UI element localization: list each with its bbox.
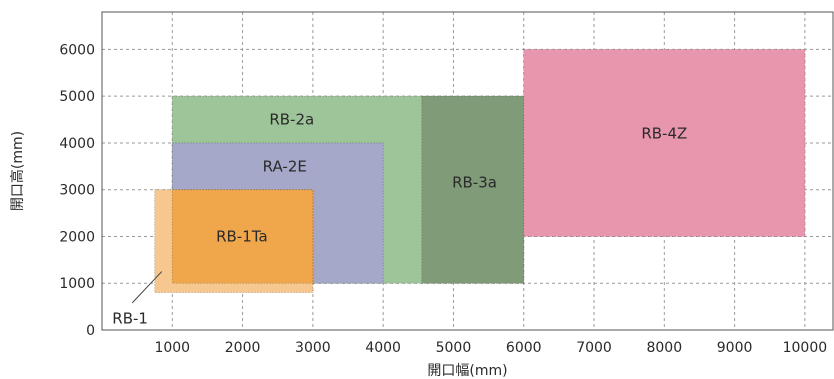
label-rb-2a: RB-2a [269,111,314,129]
x-axis-label: 開口幅(mm) [427,363,507,379]
region-labels: RB-2a RA-2E RB-3a RB-1 RB-1Ta RB-4Z [112,111,687,328]
y-tick-0: 0 [86,323,95,339]
y-tick-3000: 3000 [59,183,95,199]
regions [154,49,806,293]
y-tick-4000: 4000 [59,136,95,152]
plot-frame [101,11,834,331]
label-ra-2e: RA-2E [263,157,307,175]
region-rb-1ta [171,189,314,284]
y-tick-6000: 6000 [59,42,95,58]
x-tick-7000: 7000 [576,340,612,356]
x-tick-10000: 10000 [783,340,828,356]
x-tick-2000: 2000 [225,340,261,356]
label-rb-1ta: RB-1Ta [216,227,268,245]
y-axis-ticks: 0 1000 2000 3000 4000 5000 6000 [59,42,95,339]
y-axis-label: 開口高(mm) [9,131,26,211]
x-tick-4000: 4000 [365,340,401,356]
region-rb-4z [523,49,806,237]
region-rb-3a [421,95,525,284]
label-rb-3a: RB-3a [452,174,497,192]
x-tick-1000: 1000 [154,340,190,356]
x-tick-3000: 3000 [295,340,331,356]
x-tick-5000: 5000 [436,340,472,356]
x-tick-6000: 6000 [506,340,542,356]
y-tick-2000: 2000 [59,229,95,245]
y-tick-1000: 1000 [59,276,95,292]
label-rb-1: RB-1 [112,309,148,327]
x-tick-8000: 8000 [646,340,682,356]
x-axis-ticks: 1000 2000 3000 4000 5000 6000 7000 8000 9000 1000… [154,340,827,356]
rb-1-leader-line [131,271,163,304]
x-tick-9000: 9000 [717,340,753,356]
label-rb-4z: RB-4Z [641,125,687,143]
y-tick-5000: 5000 [59,89,95,105]
